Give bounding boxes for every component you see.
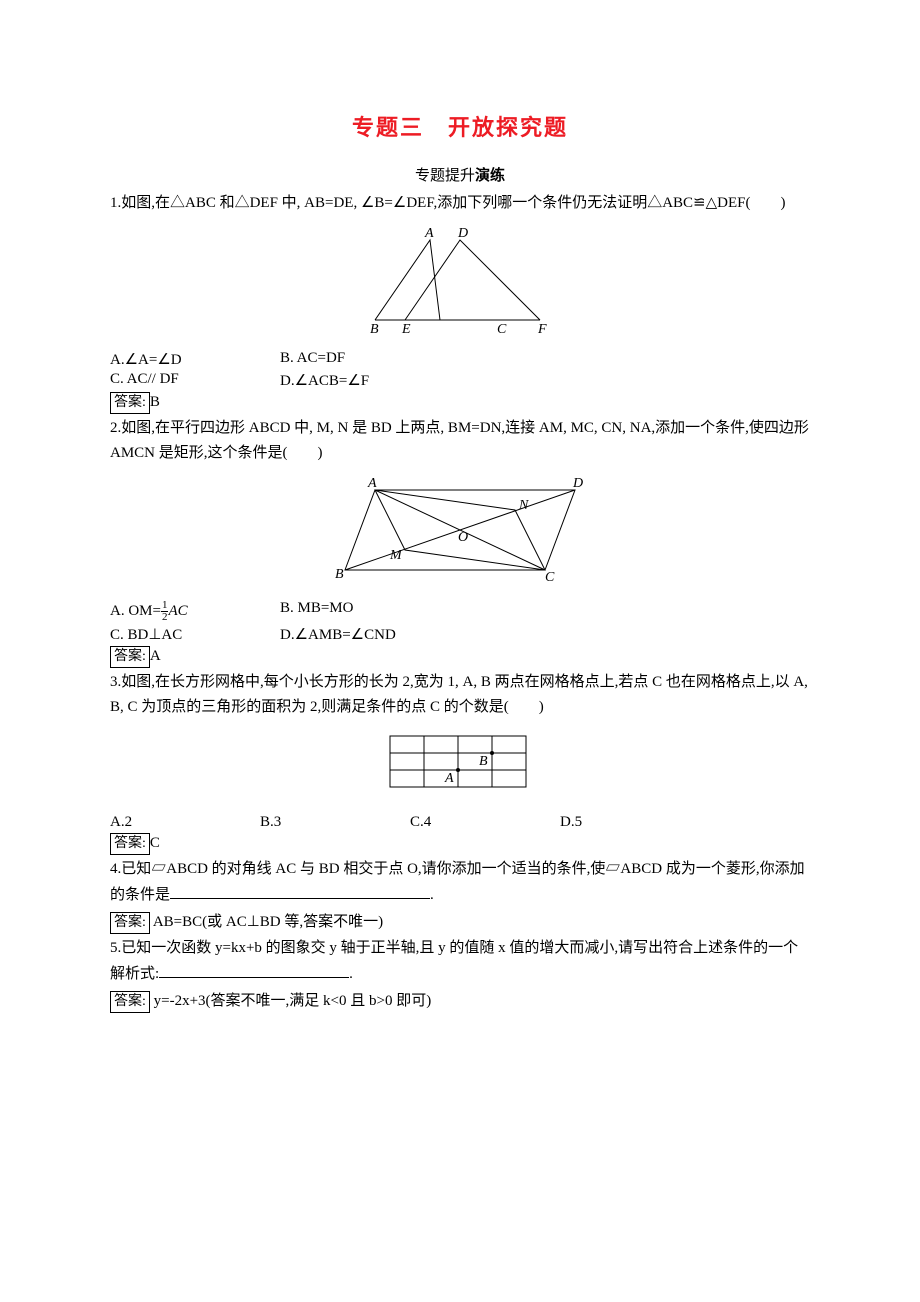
page: 专题三 开放探究题 专题提升演练 1.如图,在△ABC 和△DEF 中, AB=…: [0, 0, 920, 1053]
q2-label-B: B: [335, 567, 344, 582]
q5-answer-line: 答案: y=-2x+3(答案不唯一,满足 k<0 且 b>0 即可): [110, 989, 810, 1013]
page-title: 专题三 开放探究题: [110, 110, 810, 142]
answer-box: 答案:: [110, 646, 150, 668]
q2-answer-line: 答案:A: [110, 646, 810, 668]
q2-opt-a-post: AC: [168, 603, 187, 619]
q2-opt-b: B. MB=MO: [280, 600, 450, 623]
q4-answer: AB=BC(或 AC⊥BD 等,答案不唯一): [150, 914, 383, 930]
q2-opt-a: A. OM=12AC: [110, 600, 280, 623]
q2-label-D: D: [572, 476, 583, 491]
q2-label-A: A: [367, 476, 377, 491]
q3-opt-d: D.5: [560, 814, 710, 831]
q3-opt-b: B.3: [260, 814, 410, 831]
q4-stem-b: .: [430, 887, 434, 903]
q1-options-row1: A.∠A=∠D B. AC=DF: [110, 350, 810, 369]
q5-answer: y=-2x+3(答案不唯一,满足 k<0 且 b>0 即可): [150, 993, 431, 1009]
answer-box: 答案:: [110, 833, 150, 855]
q3-options-row: A.2 B.3 C.4 D.5: [110, 814, 810, 831]
q3-opt-a: A.2: [110, 814, 260, 831]
q3-answer: C: [150, 835, 160, 851]
q1-opt-c: C. AC// DF: [110, 371, 280, 390]
q5-stem: 5.已知一次函数 y=kx+b 的图象交 y 轴于正半轴,且 y 的值随 x 值…: [110, 936, 810, 987]
q3-opt-c: C.4: [410, 814, 560, 831]
q4-blank: [170, 883, 430, 899]
q2-opt-d: D.∠AMB=∠CND: [280, 625, 450, 644]
q3-answer-line: 答案:C: [110, 833, 810, 855]
q1-answer: B: [150, 394, 160, 410]
q1-label-B: B: [370, 322, 379, 335]
q1-label-E: E: [401, 322, 411, 335]
q1-label-D: D: [457, 226, 468, 241]
q1-opt-d: D.∠ACB=∠F: [280, 371, 450, 390]
q1-stem: 1.如图,在△ABC 和△DEF 中, AB=DE, ∠B=∠DEF,添加下列哪…: [110, 191, 810, 217]
answer-box: 答案:: [110, 392, 150, 414]
q4-answer-line: 答案: AB=BC(或 AC⊥BD 等,答案不唯一): [110, 910, 810, 934]
q1-label-C: C: [497, 322, 507, 335]
q2-opt-a-pre: A. OM=: [110, 603, 161, 619]
q1-opt-b: B. AC=DF: [280, 350, 450, 369]
subtitle-prefix: 专题提升: [415, 168, 475, 184]
q3-label-A: A: [444, 771, 454, 786]
q1-opt-a: A.∠A=∠D: [110, 350, 280, 369]
q2-opt-c: C. BD⊥AC: [110, 625, 280, 644]
q2-label-M: M: [389, 548, 403, 563]
subtitle-bold: 演练: [475, 167, 505, 184]
q2-label-C: C: [545, 570, 555, 585]
q3-label-B: B: [479, 754, 488, 769]
q2-stem: 2.如图,在平行四边形 ABCD 中, M, N 是 BD 上两点, BM=DN…: [110, 416, 810, 467]
q4-stem: 4.已知▱ABCD 的对角线 AC 与 BD 相交于点 O,请你添加一个适当的条…: [110, 857, 810, 908]
answer-box: 答案:: [110, 912, 150, 934]
q1-label-A: A: [424, 226, 434, 241]
q1-options-row2: C. AC// DF D.∠ACB=∠F: [110, 371, 810, 390]
q5-stem-b: .: [349, 966, 353, 982]
q1-figure: A D B E C F: [110, 225, 810, 340]
q2-options-row1: A. OM=12AC B. MB=MO: [110, 600, 810, 623]
q2-label-O: O: [458, 530, 468, 545]
q2-label-N: N: [518, 498, 529, 513]
q2-answer: A: [150, 648, 161, 664]
q2-figure: A D B C M N O: [110, 475, 810, 590]
q2-options-row2: C. BD⊥AC D.∠AMB=∠CND: [110, 625, 810, 644]
page-subtitle: 专题提升演练: [110, 164, 810, 185]
answer-box: 答案:: [110, 991, 150, 1013]
q1-answer-line: 答案:B: [110, 392, 810, 414]
q5-blank: [159, 962, 349, 978]
q3-stem: 3.如图,在长方形网格中,每个小长方形的长为 2,宽为 1, A, B 两点在网…: [110, 670, 810, 721]
q3-figure: A B: [110, 729, 810, 804]
q1-label-F: F: [537, 322, 547, 335]
